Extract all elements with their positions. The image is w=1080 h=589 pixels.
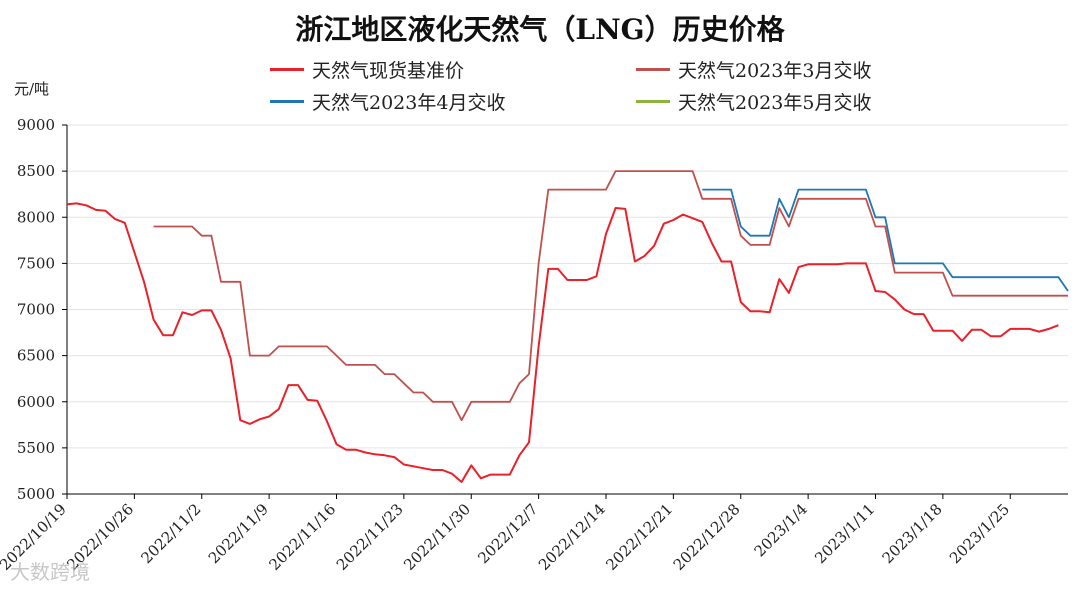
legend-label-spot: 天然气现货基准价 [312, 60, 465, 82]
legend-item-mar: 天然气2023年3月交收 [636, 56, 871, 83]
series-line-0 [66, 202, 1059, 483]
y-axis-label: 元/吨 [14, 80, 50, 98]
y-tick-label: 7000 [17, 301, 55, 319]
y-tick-label: 8500 [17, 162, 55, 180]
chart-title: 浙江地区液化天然气（LNG）历史价格 [295, 13, 785, 46]
x-tick-label: 2023/1/18 [879, 500, 946, 567]
y-tick-label: 7500 [17, 254, 55, 272]
x-tick-label: 2022/12/28 [670, 500, 744, 574]
series-line-2 [702, 188, 1069, 292]
x-tick-label: 2022/11/16 [265, 500, 339, 574]
y-tick-label: 9000 [17, 116, 55, 134]
y-tick-label: 8000 [17, 208, 55, 226]
x-tick-label: 2022/11/9 [205, 500, 272, 567]
y-tick-label: 6500 [17, 347, 55, 365]
x-tick-label: 2023/1/4 [751, 500, 811, 560]
x-tick-label: 2022/12/21 [602, 500, 676, 574]
y-tick-label: 6000 [17, 393, 55, 411]
y-tick-label: 5000 [17, 485, 55, 503]
y-tick-label: 5500 [17, 439, 55, 457]
watermark-text: 大数跨境 [10, 560, 90, 584]
x-tick-label: 2022/11/23 [333, 500, 407, 574]
x-tick-label: 2022/11/30 [400, 500, 474, 574]
legend-item-may: 天然气2023年5月交收 [636, 88, 871, 115]
x-tick-label: 2022/11/2 [137, 500, 204, 567]
legend-label-mar: 天然气2023年3月交收 [678, 60, 872, 82]
x-tick-label: 2023/1/25 [946, 500, 1013, 567]
x-tick-label: 2022/12/7 [474, 500, 541, 567]
legend-swatch-apr [270, 100, 304, 103]
legend-item-spot: 天然气现货基准价 [270, 56, 464, 83]
x-tick-label: 2022/12/14 [535, 500, 609, 574]
legend-swatch-mar [636, 68, 670, 71]
legend-item-apr: 天然气2023年4月交收 [270, 88, 505, 115]
series-line-1 [153, 170, 1068, 422]
legend-swatch-spot [270, 68, 304, 71]
legend-label-may: 天然气2023年5月交收 [678, 92, 872, 114]
x-tick-label: 2023/1/11 [811, 500, 878, 567]
legend-label-apr: 天然气2023年4月交收 [312, 92, 506, 114]
legend-swatch-may [636, 100, 670, 103]
